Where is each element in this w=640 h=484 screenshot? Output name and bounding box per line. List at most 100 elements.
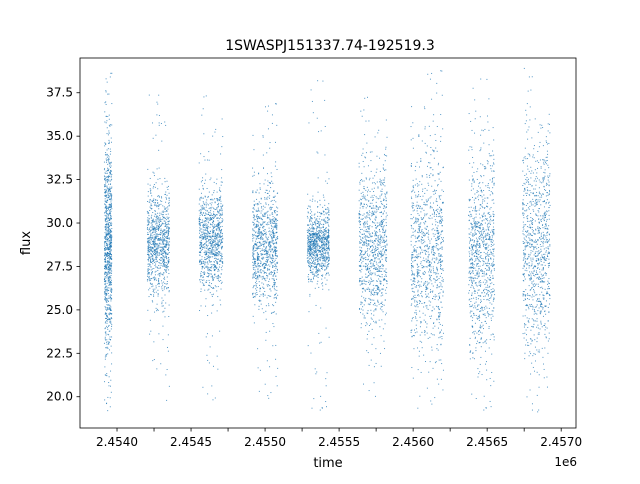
data-point	[203, 276, 205, 278]
data-point	[218, 277, 220, 279]
data-point	[108, 382, 110, 384]
data-point	[106, 213, 108, 215]
data-point	[105, 204, 107, 206]
data-point	[155, 261, 157, 263]
data-point	[327, 220, 329, 222]
data-point	[362, 191, 364, 193]
data-point	[215, 228, 217, 230]
data-point	[155, 250, 157, 252]
data-point	[263, 167, 265, 169]
data-point	[163, 272, 165, 274]
data-point	[151, 227, 153, 229]
data-point	[270, 392, 272, 394]
data-point	[215, 254, 217, 256]
data-point	[312, 257, 314, 259]
data-point	[210, 276, 212, 278]
data-point	[198, 220, 200, 222]
data-point	[104, 292, 106, 294]
data-point	[258, 247, 260, 249]
data-point	[262, 227, 264, 229]
data-point	[270, 245, 272, 247]
data-point	[310, 265, 312, 267]
data-point	[158, 122, 160, 124]
data-point	[253, 322, 255, 324]
data-point	[311, 232, 313, 234]
data-point	[105, 299, 107, 301]
data-point	[159, 219, 161, 221]
data-point	[150, 250, 152, 252]
data-point	[203, 279, 205, 281]
data-point	[321, 265, 323, 267]
data-point	[310, 280, 312, 282]
data-point	[266, 284, 268, 286]
data-point	[259, 287, 261, 289]
data-point	[104, 277, 106, 279]
data-point	[158, 242, 160, 244]
data-point	[210, 239, 212, 241]
data-point	[325, 401, 327, 403]
data-point	[106, 314, 108, 316]
data-point	[321, 238, 323, 240]
data-point	[150, 238, 152, 240]
data-point	[254, 223, 256, 225]
data-point	[252, 255, 254, 257]
data-point	[218, 202, 220, 204]
data-point	[106, 277, 108, 279]
data-point	[212, 222, 214, 224]
data-point	[159, 275, 161, 277]
data-point	[106, 180, 108, 182]
data-point	[207, 315, 209, 317]
data-point	[217, 204, 219, 206]
data-point	[319, 204, 321, 206]
data-point	[367, 214, 369, 216]
data-point	[256, 246, 258, 248]
data-point	[200, 153, 202, 155]
data-point	[375, 248, 377, 250]
data-point	[252, 247, 254, 249]
data-point	[325, 233, 327, 235]
data-point	[214, 268, 216, 270]
data-point	[373, 194, 375, 196]
data-point	[267, 238, 269, 240]
data-point	[104, 241, 106, 243]
data-point	[314, 234, 316, 236]
data-point	[324, 221, 326, 223]
data-point	[317, 235, 319, 237]
data-point	[109, 242, 111, 244]
data-point	[270, 248, 272, 250]
data-point	[308, 264, 310, 266]
data-point	[217, 274, 219, 276]
data-point	[258, 203, 260, 205]
data-point	[200, 209, 202, 211]
data-point	[109, 246, 111, 248]
data-point	[104, 203, 106, 205]
data-point	[214, 270, 216, 272]
data-point	[318, 233, 320, 235]
data-point	[323, 256, 325, 258]
data-point	[161, 240, 163, 242]
data-point	[157, 267, 159, 269]
data-point	[109, 349, 111, 351]
data-point	[155, 134, 157, 136]
data-point	[108, 210, 110, 212]
data-point	[110, 175, 112, 177]
data-point	[256, 257, 258, 259]
data-point	[110, 221, 112, 223]
data-point	[252, 276, 254, 278]
data-point	[217, 244, 219, 246]
data-point	[253, 204, 255, 206]
data-point	[107, 271, 109, 273]
data-point	[261, 248, 263, 250]
data-point	[110, 231, 112, 233]
data-point	[308, 245, 310, 247]
data-point	[327, 237, 329, 239]
data-point	[213, 208, 215, 210]
data-point	[272, 216, 274, 218]
data-point	[220, 288, 222, 290]
data-point	[203, 236, 205, 238]
data-point	[168, 273, 170, 275]
data-point	[155, 230, 157, 232]
data-point	[362, 288, 364, 290]
data-point	[257, 230, 259, 232]
data-point	[369, 270, 371, 272]
